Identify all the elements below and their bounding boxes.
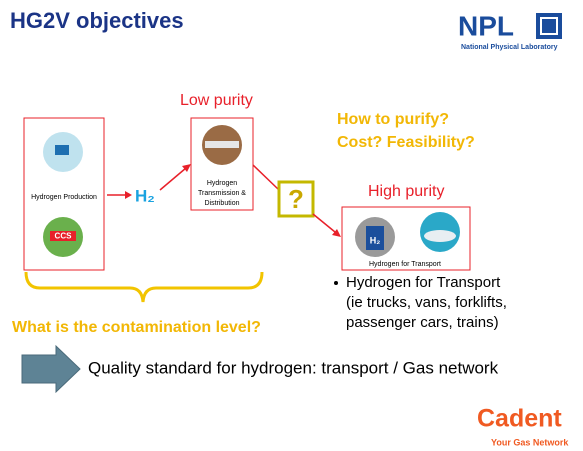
standard-arrow (22, 346, 80, 392)
h2-label: H₂ (135, 186, 155, 205)
title: HG2V objectives (10, 8, 184, 33)
low-purity: Low purity (180, 92, 253, 109)
high-purity: High purity (368, 183, 444, 200)
arrow-head (125, 191, 132, 199)
logo-name: NPL (458, 10, 514, 41)
unknown-mark: ? (288, 184, 304, 214)
transmission-label: Transmission & (198, 190, 246, 197)
bullet-text: passenger cars, trains) (346, 314, 499, 331)
logo-subtitle: National Physical Laboratory (461, 44, 558, 51)
question: How to purify? (337, 111, 449, 128)
arrow (313, 214, 335, 232)
arrow (160, 168, 186, 190)
connector (253, 165, 279, 190)
ccs-label: CCS (55, 232, 73, 241)
logo-emblem (536, 13, 562, 39)
slide: HG2V objectives NPL National Physical La… (0, 0, 583, 451)
transmission-label: Distribution (204, 200, 239, 207)
pump-label: H₂ (370, 235, 381, 245)
brace (26, 272, 262, 302)
bullet-text: (ie trucks, vans, forklifts, (346, 294, 507, 311)
production-label: Hydrogen Production (31, 194, 97, 201)
bullet-dot (334, 281, 338, 285)
standard: Quality standard for hydrogen: transport… (88, 358, 499, 377)
footer-tagline: Your Gas Network (491, 437, 569, 447)
solar-panel (55, 145, 69, 155)
footer-brand: Cadent (477, 405, 562, 433)
car (424, 230, 456, 242)
transport-label: Hydrogen for Transport (369, 261, 441, 268)
transmission-label: Hydrogen (207, 180, 237, 187)
contamination: What is the contamination level? (12, 319, 261, 336)
question: Cost? Feasibility? (337, 134, 475, 151)
bullet-text: Hydrogen for Transport (346, 274, 501, 291)
pipe (205, 141, 239, 148)
